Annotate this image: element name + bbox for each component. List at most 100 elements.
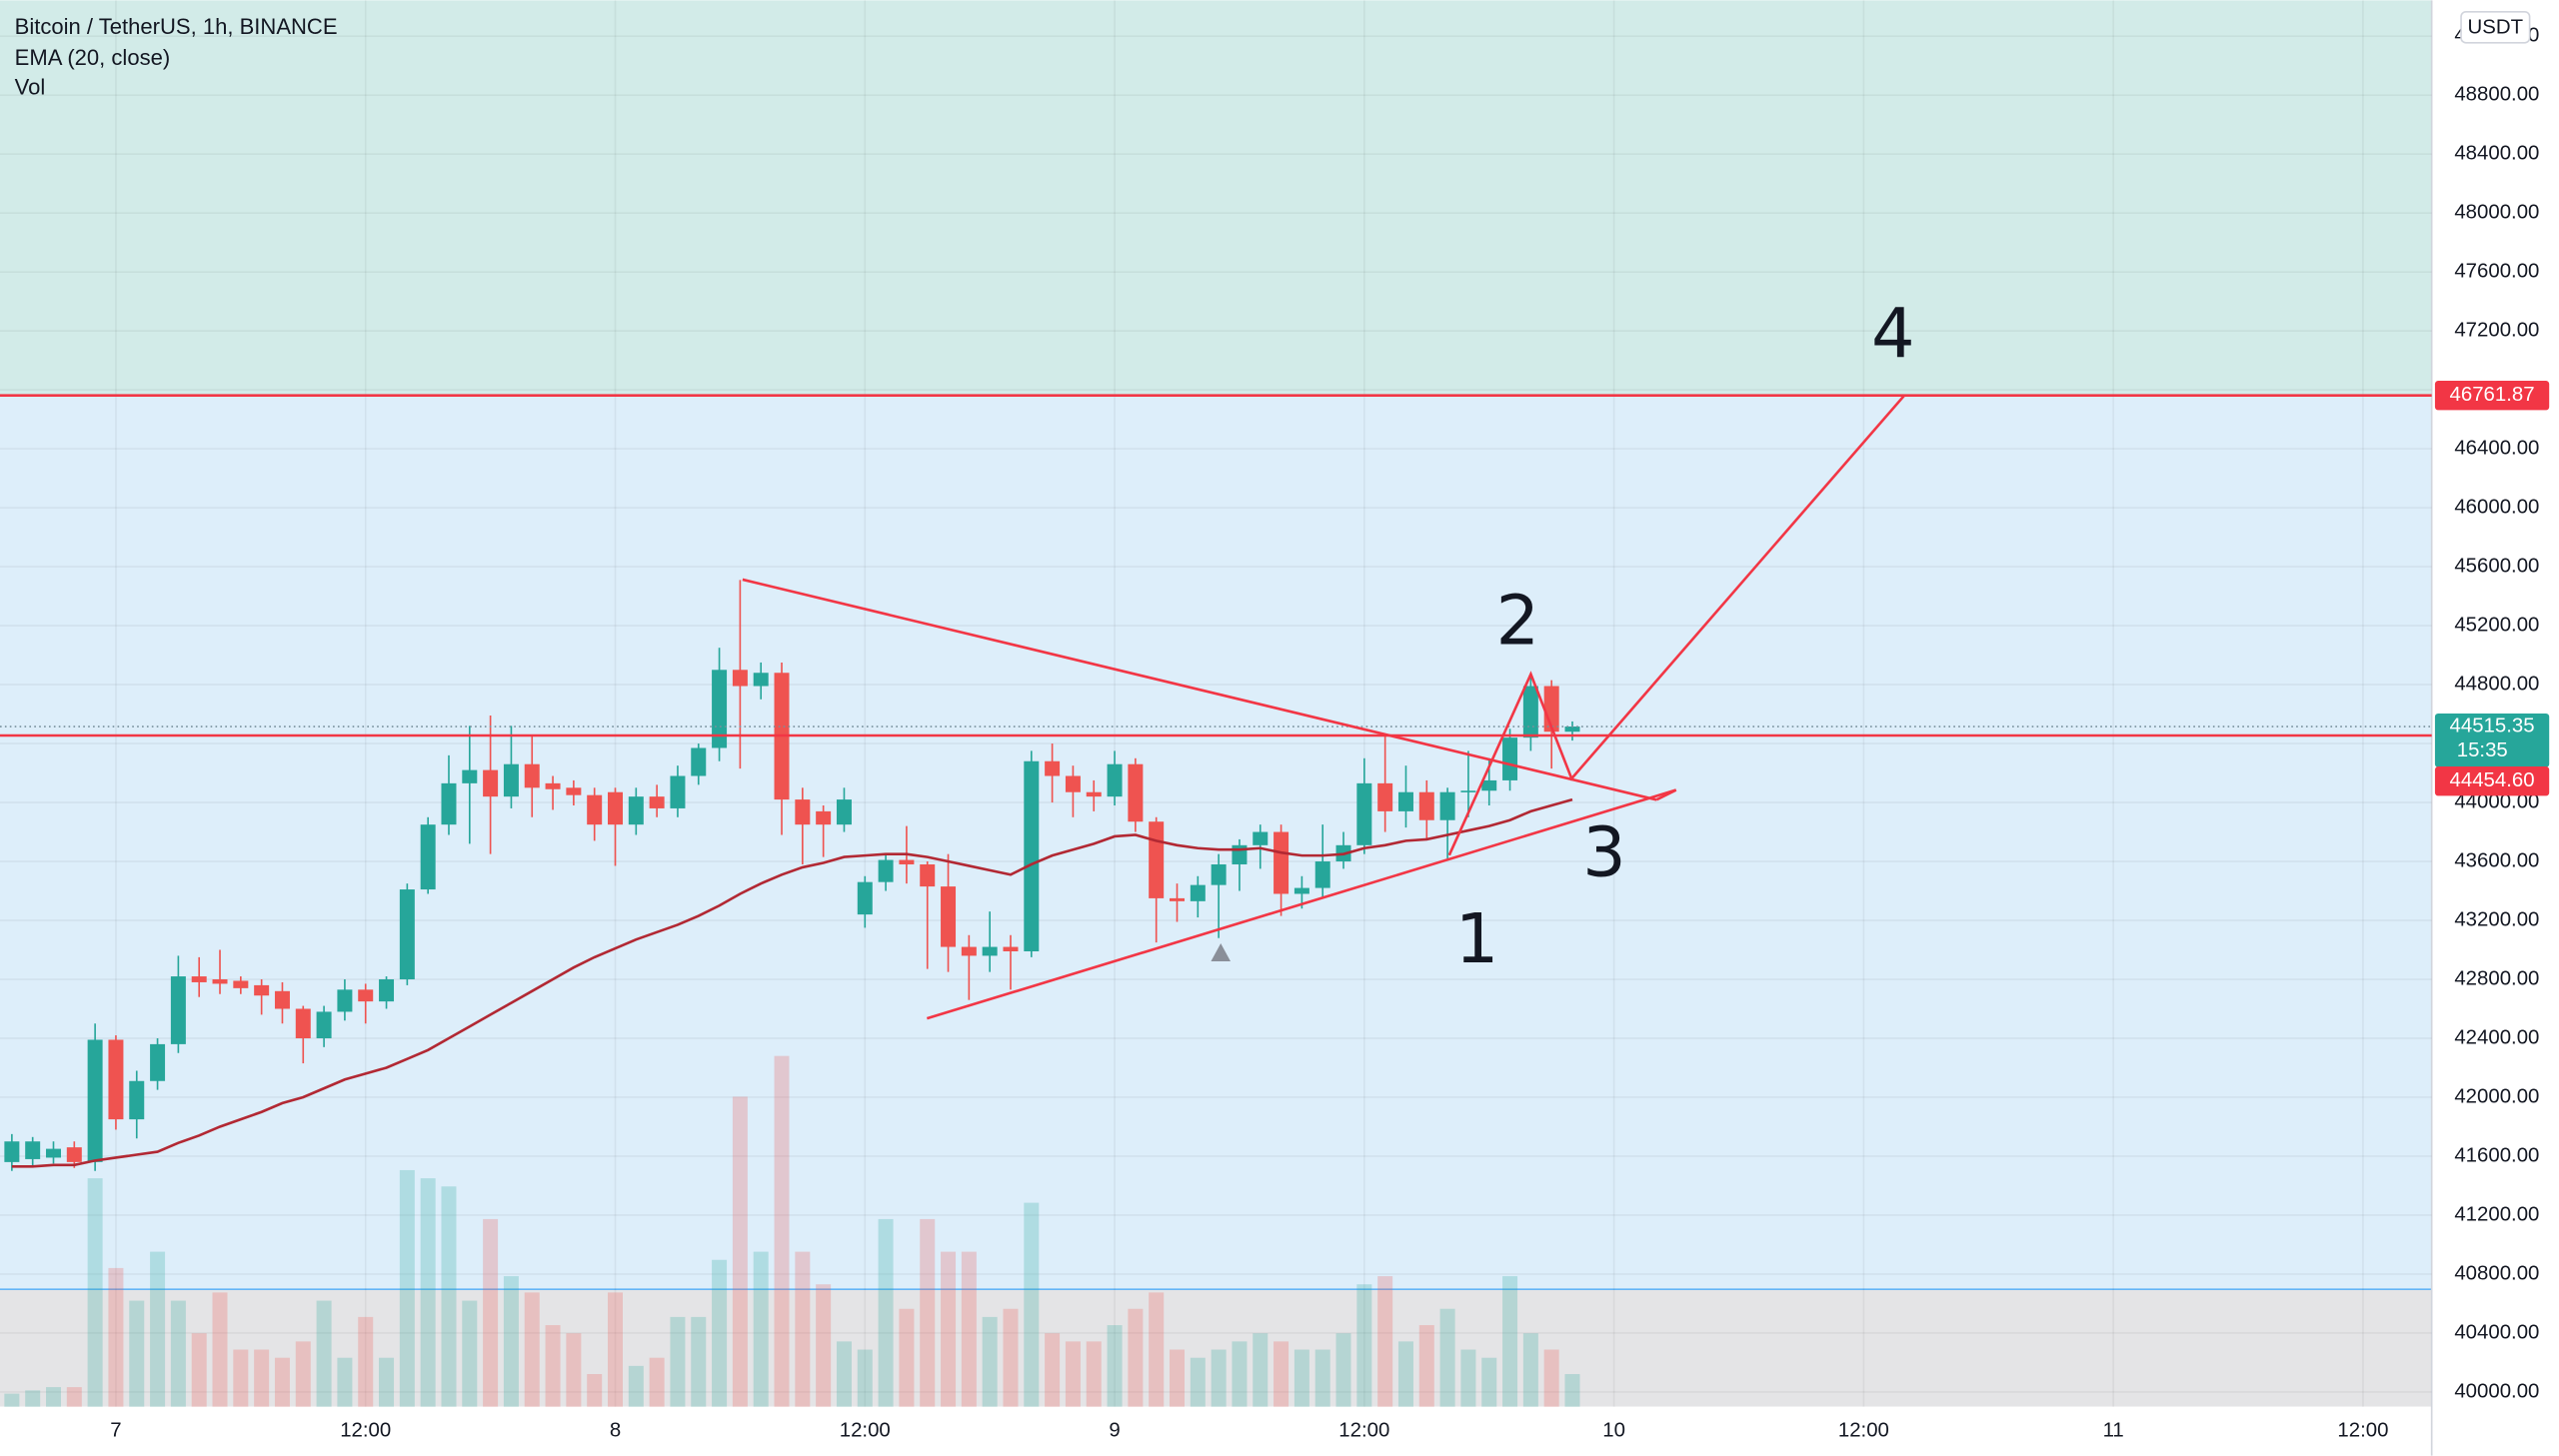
candle-body xyxy=(1190,884,1206,901)
level-price-box xyxy=(2434,766,2550,796)
y-tick-label: 41600.00 xyxy=(2454,1144,2539,1166)
volume-bar xyxy=(753,1251,769,1407)
volume-zone xyxy=(0,1289,2432,1407)
trend-line xyxy=(742,578,1657,801)
y-tick-label: 42800.00 xyxy=(2454,967,2539,989)
candle-body xyxy=(941,886,957,947)
volume-bar xyxy=(1024,1202,1040,1407)
candle-body xyxy=(1481,779,1497,791)
candle-body xyxy=(1522,686,1538,738)
candle-body xyxy=(1293,887,1309,894)
volume-bar xyxy=(274,1357,290,1407)
volume-bar xyxy=(545,1325,561,1407)
signal-marker xyxy=(1211,943,1232,961)
zone-upper xyxy=(0,0,2432,396)
candle-body xyxy=(712,670,728,748)
volume-bar xyxy=(462,1300,478,1407)
candle-body xyxy=(87,1039,103,1162)
x-tick-label: 11 xyxy=(2103,1420,2124,1442)
volume-bar xyxy=(1356,1284,1372,1407)
volume-bar xyxy=(1128,1308,1144,1407)
candle-body xyxy=(545,782,561,789)
candle-body xyxy=(66,1147,82,1162)
volume-bar xyxy=(420,1178,436,1407)
volume-bar xyxy=(129,1300,145,1407)
volume-bar xyxy=(1314,1349,1330,1407)
candle-body xyxy=(1460,790,1476,792)
candle-body xyxy=(108,1039,124,1120)
candle-body xyxy=(608,791,623,825)
volume-bar xyxy=(1211,1349,1227,1407)
volume-bar xyxy=(170,1300,186,1407)
candle-body xyxy=(899,859,915,864)
volume-bar xyxy=(1335,1333,1351,1407)
candle-body xyxy=(295,1008,311,1038)
candle-body xyxy=(982,946,998,956)
y-tick-label: 47600.00 xyxy=(2454,261,2539,283)
y-tick-label: 40800.00 xyxy=(2454,1262,2539,1284)
volume-bar xyxy=(1502,1276,1518,1407)
volume-bar xyxy=(25,1390,41,1407)
y-tick-label: 48000.00 xyxy=(2454,202,2539,224)
volume-bar xyxy=(441,1186,457,1407)
volume-bar xyxy=(212,1292,228,1407)
candle-body xyxy=(753,673,769,687)
x-tick-label: 12:00 xyxy=(340,1420,391,1442)
y-tick-label: 48400.00 xyxy=(2454,143,2539,165)
candle-body xyxy=(1086,791,1102,797)
drawings: 1 2 3 4 xyxy=(0,294,2432,1020)
y-tick-label: 40000.00 xyxy=(2454,1380,2539,1402)
volume-bar xyxy=(1460,1349,1476,1407)
volume-bar xyxy=(587,1374,603,1407)
currency-badge[interactable] xyxy=(2460,10,2531,44)
volume-bar xyxy=(1065,1341,1081,1407)
y-tick-label: 43200.00 xyxy=(2454,908,2539,930)
volume-bar xyxy=(1293,1349,1309,1407)
volume-bar xyxy=(1190,1357,1206,1407)
volume-bar xyxy=(191,1333,207,1407)
candle-body xyxy=(920,863,936,887)
volume-pane xyxy=(4,1055,1580,1407)
volume-bar xyxy=(503,1276,519,1407)
trend-line xyxy=(926,788,1677,1020)
candle-body xyxy=(1377,782,1393,811)
volume-bar xyxy=(1481,1357,1497,1407)
volume-bar xyxy=(899,1308,915,1407)
candles xyxy=(4,580,1580,1171)
candle-body xyxy=(358,989,374,1002)
candle-body xyxy=(274,990,290,1009)
wave-label: 3 xyxy=(1582,813,1626,893)
candle-body xyxy=(1253,831,1269,845)
candle-body xyxy=(566,787,582,795)
candle-body xyxy=(1045,760,1061,776)
volume-bar xyxy=(483,1218,499,1407)
volume-bar xyxy=(295,1341,311,1407)
ema-line xyxy=(11,797,1573,1168)
volume-bar xyxy=(732,1096,748,1407)
candle-body xyxy=(212,979,228,984)
candle-body xyxy=(462,769,478,783)
volume-bar xyxy=(399,1169,415,1407)
volume-bar xyxy=(941,1251,957,1407)
volume-bar xyxy=(1253,1333,1269,1407)
level-price-box xyxy=(2434,381,2550,411)
volume-bar xyxy=(524,1292,540,1407)
last-price-box xyxy=(2434,713,2550,767)
candle-body xyxy=(1314,861,1330,888)
volume-bar xyxy=(1045,1333,1061,1407)
y-tick-label: 41200.00 xyxy=(2454,1203,2539,1225)
volume-bar xyxy=(1170,1349,1185,1407)
axes: 40000.00 40400.00 40800.00 41200.00 41600.00… xyxy=(110,10,2550,1442)
volume-bar xyxy=(1107,1325,1123,1407)
candle-body xyxy=(732,670,748,687)
volume-bar xyxy=(1274,1341,1289,1407)
volume-bar xyxy=(1543,1349,1559,1407)
trend-line xyxy=(1447,394,1906,856)
wave-label: 1 xyxy=(1455,899,1499,979)
currency-label[interactable]: USDT xyxy=(2468,16,2524,38)
candle-body xyxy=(878,859,894,882)
volume-bar xyxy=(1397,1341,1413,1407)
candle-body xyxy=(379,979,395,1002)
volume-bar xyxy=(649,1357,665,1407)
